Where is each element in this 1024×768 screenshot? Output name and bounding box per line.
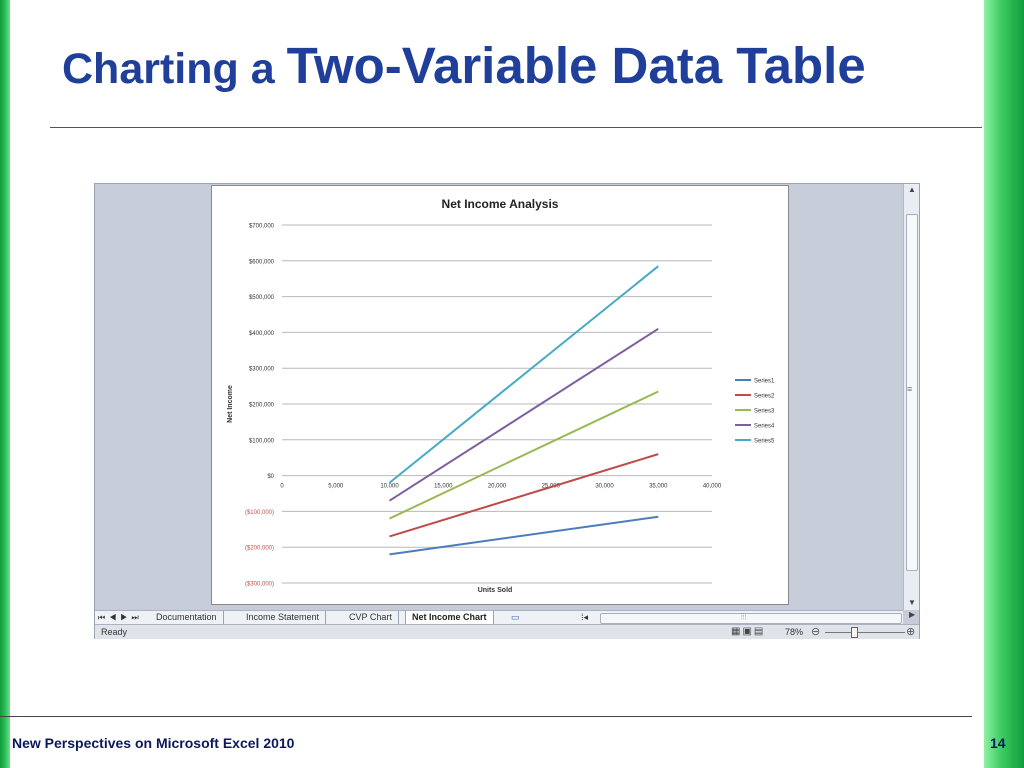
tab-net-income-chart[interactable]: Net Income Chart: [405, 611, 494, 624]
excel-window: $700,000 $600,000 $500,000 $400,000 $300,000…: [94, 183, 920, 639]
series-line-4: [388, 327, 659, 502]
status-bar: Ready ▦▣▤ 78% ⊖ ⊕: [95, 624, 919, 639]
y-tick-label: $100,000: [249, 438, 275, 444]
slide-title-prefix: Charting a: [62, 45, 287, 93]
y-tick-label: $300,000: [249, 367, 275, 373]
zoom-out-icon[interactable]: ⊖: [811, 626, 821, 638]
tab-cvp-chart[interactable]: CVP Chart: [343, 611, 399, 624]
sheet-nav-icons[interactable]: ⏮◀▶⏭: [98, 613, 143, 622]
zoom-level[interactable]: 78%: [785, 627, 804, 637]
vertical-scroll-thumb[interactable]: [906, 214, 918, 571]
zoom-slider-thumb[interactable]: [851, 627, 858, 638]
zoom-in-icon[interactable]: ⊕: [906, 626, 916, 638]
series-lines: [388, 265, 659, 556]
tab-split-icon[interactable]: ⁞◂: [581, 612, 589, 622]
x-tick-label: 5,000: [328, 484, 344, 490]
x-tick-label: 10,000: [380, 484, 399, 490]
legend-label: Series3: [754, 409, 775, 415]
net-income-chart: $700,000 $600,000 $500,000 $400,000 $300,000…: [227, 197, 775, 594]
legend-label: Series4: [754, 424, 775, 430]
hscroll-grip-icon: ⦙⦙⦙: [741, 612, 747, 621]
view-mode-icons[interactable]: ▦▣▤: [731, 626, 766, 637]
chart-title: Net Income Analysis: [442, 197, 559, 211]
y-tick-label: $400,000: [249, 331, 275, 337]
x-tick-label: 35,000: [649, 484, 668, 490]
vertical-scrollbar[interactable]: ▲ ≡ ▼: [903, 184, 919, 610]
y-tick-label: $700,000: [249, 224, 275, 230]
series-line-1: [389, 515, 659, 556]
status-text: Ready: [101, 627, 128, 637]
horizontal-scroll-thumb[interactable]: ⦙⦙⦙: [600, 612, 902, 624]
left-accent-bar: [0, 0, 10, 768]
y-axis-ticks: $700,000 $600,000 $500,000 $400,000 $300,000…: [245, 224, 275, 588]
y-tick-label: ($100,000): [245, 510, 274, 516]
series-line-5: [388, 265, 659, 484]
x-tick-label: 40,000: [703, 484, 722, 490]
gridlines: [282, 224, 712, 584]
slide-title-main: Two-Variable Data Table: [286, 37, 866, 94]
series-line-3: [389, 390, 659, 520]
y-tick-label: $0: [267, 474, 274, 480]
y-tick-label: $200,000: [249, 403, 275, 409]
x-tick-label: 15,000: [434, 484, 453, 490]
footer-text: New Perspectives on Microsoft Excel 2010: [12, 735, 295, 751]
sheet-tab-strip: ⏮◀▶⏭ Documentation Income Statement CVP …: [95, 610, 903, 624]
legend-label: Series1: [754, 379, 775, 385]
zoom-slider[interactable]: [825, 632, 905, 633]
scroll-up-icon[interactable]: ▲: [908, 185, 916, 194]
scroll-down-icon[interactable]: ▼: [908, 598, 916, 607]
y-axis-title: Net Income: [227, 385, 234, 423]
y-tick-label: ($300,000): [245, 582, 274, 588]
footer-divider: [0, 716, 972, 717]
x-tick-label: 30,000: [595, 484, 614, 490]
legend-label: Series5: [754, 439, 775, 445]
tab-documentation[interactable]: Documentation: [150, 611, 224, 624]
page-number: 14: [990, 735, 1006, 751]
chart-sheet[interactable]: $700,000 $600,000 $500,000 $400,000 $300,000…: [211, 185, 789, 605]
x-axis-ticks: 0 5,000 10,000 15,000 20,000 25,000 30,000 35,0…: [280, 484, 722, 490]
y-tick-label: ($200,000): [245, 546, 274, 552]
x-axis-title: Units Sold: [478, 587, 513, 594]
scroll-right-icon[interactable]: ▶: [909, 610, 916, 619]
tab-income-statement[interactable]: Income Statement: [240, 611, 327, 624]
insert-sheet-icon[interactable]: ▭: [511, 612, 520, 622]
series-line-2: [389, 453, 659, 538]
scroll-grip-icon: ≡: [907, 384, 913, 394]
y-tick-label: $600,000: [249, 259, 275, 265]
legend: Series1 Series2 Series3 Series4 Series5: [735, 379, 775, 445]
x-tick-label: 0: [280, 484, 284, 490]
legend-label: Series2: [754, 394, 775, 400]
right-accent-bar: [984, 0, 1024, 768]
y-tick-label: $500,000: [249, 295, 275, 301]
slide-title: Charting a Two-Variable Data Table: [62, 40, 866, 91]
title-divider: [50, 127, 982, 128]
x-tick-label: 20,000: [488, 484, 507, 490]
